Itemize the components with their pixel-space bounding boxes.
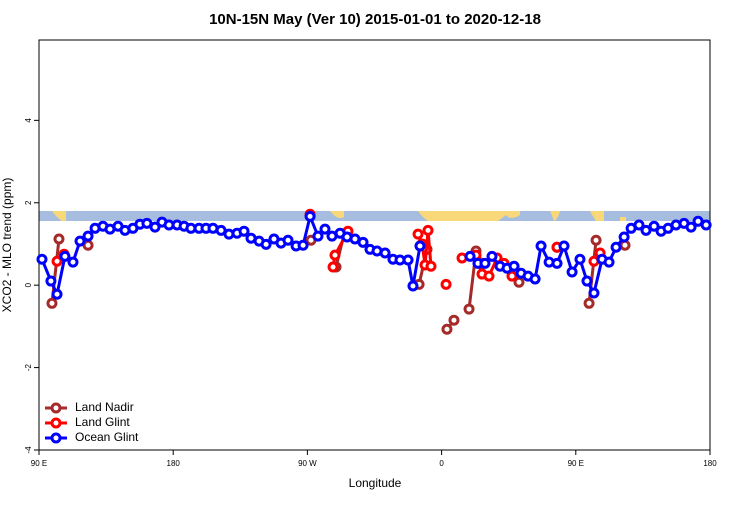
data-point bbox=[529, 273, 541, 285]
data-point bbox=[463, 303, 475, 315]
x-tick-label: 0 bbox=[439, 459, 444, 468]
data-point bbox=[479, 257, 491, 269]
data-point bbox=[53, 233, 65, 245]
data-point bbox=[633, 219, 645, 231]
chart-title: 10N-15N May (Ver 10) 2015-01-01 to 2020-… bbox=[209, 11, 541, 28]
data-point bbox=[506, 270, 518, 282]
data-point bbox=[422, 224, 434, 236]
data-point bbox=[648, 220, 660, 232]
data-point bbox=[440, 278, 452, 290]
data-point bbox=[448, 314, 460, 326]
data-point bbox=[319, 223, 331, 235]
data-point bbox=[329, 249, 341, 261]
data-point bbox=[590, 234, 602, 246]
x-tick-label: 180 bbox=[167, 459, 181, 468]
data-point bbox=[581, 275, 593, 287]
data-point bbox=[610, 241, 622, 253]
data-point bbox=[238, 225, 250, 237]
data-point bbox=[312, 230, 324, 242]
data-point bbox=[685, 221, 697, 233]
data-point bbox=[508, 260, 520, 272]
data-point bbox=[566, 266, 578, 278]
data-point bbox=[412, 228, 424, 240]
data-point bbox=[82, 230, 94, 242]
data-point bbox=[700, 219, 712, 231]
data-point bbox=[619, 239, 631, 251]
data-point bbox=[45, 275, 57, 287]
y-tick-label: -2 bbox=[24, 363, 33, 371]
data-point bbox=[304, 210, 316, 222]
legend-label: Ocean Glint bbox=[75, 430, 139, 444]
data-point bbox=[407, 280, 419, 292]
y-tick-label: 0 bbox=[24, 282, 33, 287]
data-point bbox=[282, 234, 294, 246]
x-tick-label: 90 W bbox=[298, 459, 317, 468]
data-point bbox=[558, 240, 570, 252]
data-point bbox=[67, 256, 79, 268]
y-tick-label: -4 bbox=[24, 446, 33, 454]
data-point bbox=[357, 236, 369, 248]
data-point bbox=[59, 250, 71, 262]
x-tick-label: 180 bbox=[703, 459, 717, 468]
data-point bbox=[51, 288, 63, 300]
data-point bbox=[36, 253, 48, 265]
data-point bbox=[297, 239, 309, 251]
data-point bbox=[603, 256, 615, 268]
land-ocean-strip bbox=[39, 211, 710, 221]
data-point bbox=[402, 254, 414, 266]
legend-label: Land Nadir bbox=[75, 400, 134, 414]
data-point bbox=[51, 255, 63, 267]
x-tick-label: 90 E bbox=[31, 459, 47, 468]
data-point bbox=[535, 240, 547, 252]
data-point bbox=[425, 260, 437, 272]
data-point bbox=[260, 238, 272, 250]
legend-label: Land Glint bbox=[75, 415, 130, 429]
data-point bbox=[441, 323, 453, 335]
data-point bbox=[327, 261, 339, 273]
data-point bbox=[483, 270, 495, 282]
data-point bbox=[551, 257, 563, 269]
plot-frame bbox=[38, 39, 711, 451]
data-point bbox=[618, 231, 630, 243]
x-tick-label: 90 E bbox=[568, 459, 584, 468]
y-axis-label: XCO2 - MLO trend (ppm) bbox=[0, 178, 14, 313]
data-point bbox=[640, 224, 652, 236]
data-point bbox=[414, 240, 426, 252]
data-point bbox=[46, 297, 58, 309]
x-axis-label: Longitude bbox=[349, 476, 402, 490]
legend-marker bbox=[50, 432, 62, 444]
data-point bbox=[379, 247, 391, 259]
data-point bbox=[74, 235, 86, 247]
data-point bbox=[588, 287, 600, 299]
legend-marker bbox=[50, 417, 62, 429]
data-point bbox=[149, 221, 161, 233]
data-point bbox=[583, 297, 595, 309]
data-point bbox=[486, 250, 498, 262]
data-point bbox=[464, 250, 476, 262]
y-tick-label: 4 bbox=[24, 118, 33, 123]
y-tick-label: 2 bbox=[24, 200, 33, 205]
legend-marker bbox=[50, 402, 62, 414]
data-point bbox=[574, 253, 586, 265]
